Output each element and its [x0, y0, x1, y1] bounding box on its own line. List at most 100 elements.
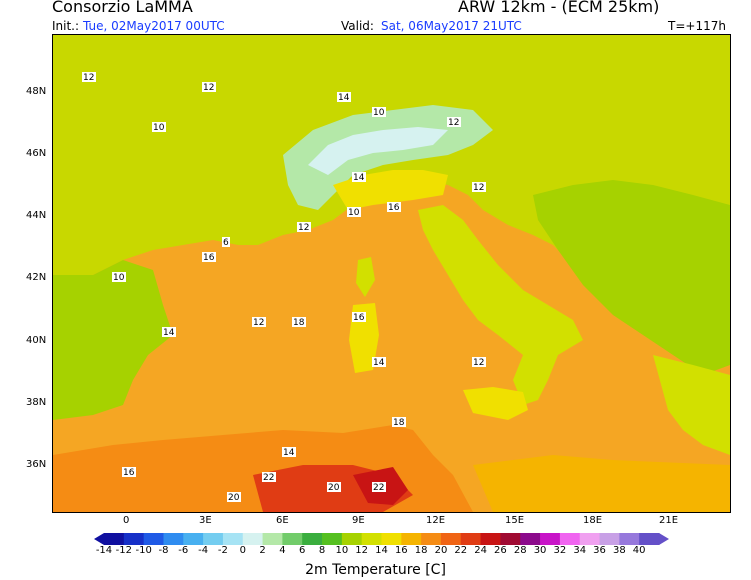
- temperature-value-text: 12: [253, 318, 264, 328]
- colorbar-tick-label: 6: [299, 545, 306, 556]
- colorbar-tick-label: 20: [434, 545, 448, 556]
- colorbar-swatch: [282, 533, 303, 545]
- colorbar-tick-label: 10: [335, 545, 349, 556]
- colorbar-tick-label: 8: [318, 545, 326, 556]
- lon-label: 0: [123, 515, 130, 526]
- temperature-value-label: 14: [352, 172, 366, 183]
- colorbar-swatch: [104, 533, 125, 545]
- colorbar-tick-label: 18: [414, 545, 428, 556]
- temperature-value-label: 6: [222, 237, 230, 248]
- temperature-map: 12 10 12 14 10 12 12 14 16 10 12 6 12 10 14 16 18 16 14 12 2…: [52, 34, 731, 513]
- colorbar-swatch: [421, 533, 442, 545]
- colorbar-swatch: [163, 533, 184, 545]
- colorbar-tick-label: -12: [115, 545, 132, 556]
- colorbar-tick-label: 30: [533, 545, 547, 556]
- colorbar-title: 2m Temperature [C]: [305, 562, 446, 578]
- temperature-value-label: 10: [372, 107, 386, 118]
- temperature-value-text: 14: [283, 448, 295, 458]
- italy-peninsula: [418, 205, 583, 405]
- lat-label: 46N: [26, 148, 47, 159]
- temperature-value-label: 10: [112, 272, 126, 283]
- colorbar-min-arrow: [94, 533, 104, 545]
- temperature-value-text: 16: [203, 253, 215, 263]
- colorbar-tick-label: 34: [573, 545, 587, 556]
- colorbar-tick-label: 4: [279, 545, 286, 556]
- colorbar-swatch: [143, 533, 164, 545]
- colorbar-swatch: [599, 533, 620, 545]
- colorbar-swatch: [559, 533, 581, 545]
- temperature-value-text: 22: [263, 473, 274, 483]
- temperature-value-label: 12: [472, 182, 486, 193]
- sicily: [463, 387, 528, 420]
- lon-label: 12E: [426, 515, 446, 526]
- temperature-value-text: 18: [393, 418, 405, 428]
- colorbar-swatch: [381, 533, 402, 545]
- lon-label: 21E: [659, 515, 679, 526]
- temperature-value-label: 14: [337, 92, 351, 103]
- temperature-value-label: 14: [162, 327, 176, 338]
- temperature-value-text: 10: [153, 123, 165, 133]
- lat-label: 40N: [26, 335, 47, 346]
- lon-label: 9E: [352, 515, 365, 526]
- temperature-value-label: 16: [387, 202, 401, 213]
- iberia-land: [53, 260, 173, 420]
- colorbar-tick-label: 0: [239, 545, 246, 556]
- colorbar-tick-label: -8: [158, 545, 169, 556]
- temperature-value-text: 10: [113, 273, 125, 283]
- temperature-value-label: 14: [282, 447, 296, 458]
- colorbar-tick-label: -2: [217, 545, 228, 556]
- temperature-value-text: 10: [348, 208, 360, 218]
- lat-label: 36N: [26, 459, 47, 470]
- colorbar-swatch: [361, 533, 382, 545]
- map-canvas: 12 10 12 14 10 12 12 14 16 10 12 6 12 10 14 16 18 16 14 12 2…: [53, 35, 730, 512]
- temperature-value-text: 16: [388, 203, 400, 213]
- temperature-value-label: 16: [352, 312, 366, 323]
- colorbar-tick-label: -6: [178, 545, 189, 556]
- colorbar-swatch: [579, 533, 601, 545]
- colorbar-swatch: [262, 533, 283, 545]
- colorbar-swatch: [401, 533, 422, 545]
- temperature-value-label: 22: [262, 472, 276, 483]
- temperature-colorbar: [94, 533, 669, 545]
- valid-value: Sat, 06May2017 21UTC: [381, 19, 522, 33]
- colorbar-tick-label: 14: [375, 545, 388, 556]
- colorbar-swatch: [302, 533, 323, 545]
- temperature-value-label: 20: [327, 482, 341, 493]
- temperature-value-text: 20: [228, 493, 240, 503]
- colorbar-tick-label: 2: [259, 545, 266, 556]
- lat-label: 48N: [26, 86, 47, 97]
- colorbar-tick-label: 28: [513, 545, 527, 556]
- temperature-value-label: 12: [202, 82, 216, 93]
- temperature-value-text: 6: [223, 238, 229, 248]
- temperature-value-label: 12: [472, 357, 486, 368]
- colorbar-swatch: [203, 533, 224, 545]
- lat-label: 38N: [26, 397, 47, 408]
- temperature-value-label: 22: [372, 482, 386, 493]
- temperature-value-text: 12: [203, 83, 214, 93]
- colorbar-tick-label: 38: [612, 545, 626, 556]
- model-title: ARW 12km - (ECM 25km): [458, 0, 660, 16]
- colorbar-tick-label: 24: [474, 545, 487, 556]
- colorbar-swatch: [619, 533, 640, 545]
- colorbar-swatch: [540, 533, 561, 545]
- temperature-value-text: 16: [123, 468, 135, 478]
- colorbar-max-arrow: [659, 533, 669, 545]
- colorbar-tick-label: -4: [198, 545, 209, 556]
- temperature-value-text: 14: [373, 358, 385, 368]
- libya-coast: [473, 455, 730, 512]
- temperature-value-text: 12: [473, 358, 484, 368]
- temperature-value-label: 14: [372, 357, 386, 368]
- temperature-value-label: 18: [392, 417, 406, 428]
- colorbar-swatch: [500, 533, 521, 545]
- colorbar-swatch: [639, 533, 660, 545]
- init-label: Init.:: [52, 19, 80, 33]
- colorbar-swatch: [480, 533, 501, 545]
- temperature-value-text: 12: [473, 183, 484, 193]
- lon-label: 15E: [505, 515, 525, 526]
- colorbar-swatch: [222, 533, 244, 545]
- temperature-value-label: 18: [292, 317, 306, 328]
- lon-label: 18E: [583, 515, 603, 526]
- colorbar-tick-label: -14: [95, 545, 113, 556]
- temperature-value-label: 12: [252, 317, 266, 328]
- temperature-value-label: 12: [297, 222, 311, 233]
